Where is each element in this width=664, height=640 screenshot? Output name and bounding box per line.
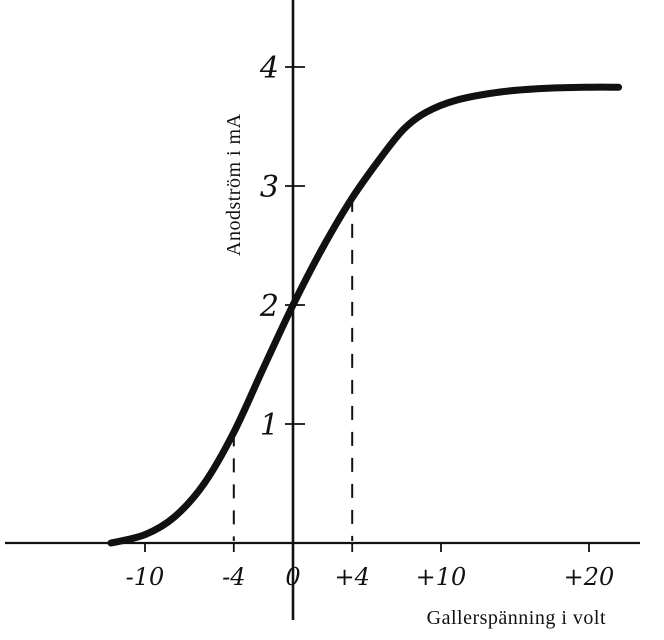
y-axis-title: Anodström i mA — [223, 113, 245, 256]
y-tick-label: 2 — [259, 289, 279, 324]
reference-lines — [232, 197, 354, 541]
x-axis-title: Gallerspänning i volt — [427, 607, 606, 629]
characteristic-curve — [107, 83, 623, 547]
x-tick-label: +10 — [416, 563, 467, 591]
tick-labels: -10 -4 0 +4 +10 +20 1 2 3 4 — [126, 51, 615, 591]
y-tick-label: 4 — [259, 51, 279, 86]
y-tick-label: 1 — [260, 408, 279, 443]
x-tick-label: 0 — [285, 563, 300, 591]
x-tick-label: -10 — [126, 563, 165, 591]
y-tick-label: 3 — [260, 170, 279, 205]
axes — [5, 0, 640, 620]
x-tick-label: -4 — [222, 563, 245, 591]
x-tick-label: +4 — [335, 563, 370, 591]
series-line — [107, 83, 623, 547]
x-tick-label: +20 — [564, 563, 615, 591]
